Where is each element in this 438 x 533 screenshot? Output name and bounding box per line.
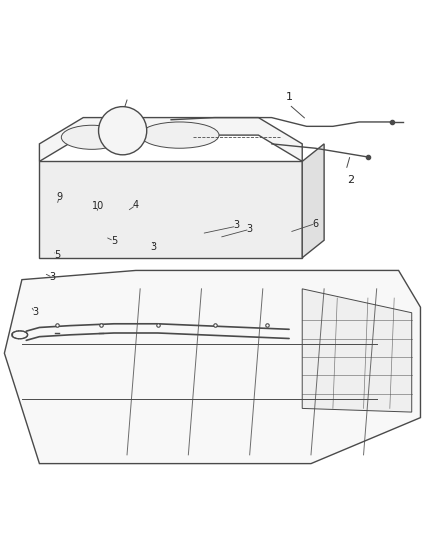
Ellipse shape	[61, 125, 123, 149]
Text: 3: 3	[150, 242, 156, 252]
Text: 5: 5	[111, 236, 117, 246]
Text: 5: 5	[54, 249, 60, 260]
Polygon shape	[39, 118, 302, 161]
Polygon shape	[4, 270, 420, 464]
Polygon shape	[302, 289, 412, 412]
Text: 4: 4	[133, 200, 139, 210]
Text: 6: 6	[312, 219, 318, 229]
Text: 1: 1	[286, 92, 293, 102]
Text: 3: 3	[49, 272, 56, 282]
Text: 2: 2	[347, 174, 354, 184]
Circle shape	[99, 107, 147, 155]
Polygon shape	[302, 144, 324, 258]
Text: 3: 3	[32, 308, 38, 318]
Text: 3: 3	[233, 220, 240, 230]
Text: 9: 9	[56, 192, 62, 203]
Text: 3: 3	[247, 224, 253, 235]
Ellipse shape	[140, 122, 219, 148]
Polygon shape	[39, 161, 302, 258]
Text: 10: 10	[92, 201, 105, 212]
